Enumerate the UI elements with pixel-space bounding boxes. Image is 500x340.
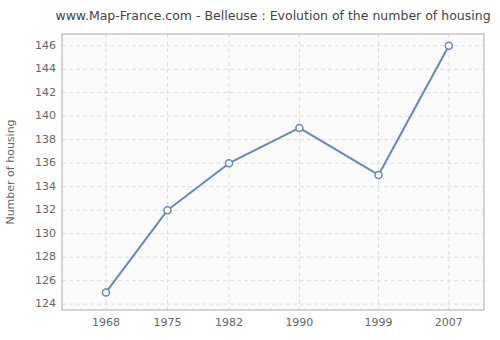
point xyxy=(296,124,303,131)
chart-container: 124 126 128 130 132 134 136 138 140 142 144 146 1968… xyxy=(0,0,500,340)
grid-line xyxy=(105,34,106,310)
y-tick-label: 144 xyxy=(35,62,56,75)
tick-labels: 124 126 128 130 132 134 136 138 140 142 144 146 1968… xyxy=(35,39,463,329)
x-tick-label: 1982 xyxy=(215,316,243,329)
grid-line xyxy=(62,304,484,305)
y-tick-label: 140 xyxy=(35,109,56,122)
point xyxy=(226,160,233,167)
y-tick-label: 138 xyxy=(35,133,56,146)
grid-line xyxy=(62,210,484,211)
y-axis-label: Number of housing xyxy=(4,119,17,224)
grid-line xyxy=(299,34,300,310)
grid-line xyxy=(62,257,484,258)
point xyxy=(102,289,109,296)
y-tick-label: 132 xyxy=(35,203,56,216)
x-tick-label: 1975 xyxy=(154,316,182,329)
grid-line xyxy=(62,163,484,164)
x-tick-label: 1990 xyxy=(285,316,313,329)
series xyxy=(102,42,452,296)
grid-line xyxy=(62,233,484,234)
y-tick-label: 136 xyxy=(35,156,56,169)
chart: 124 126 128 130 132 134 136 138 140 142 144 146 1968… xyxy=(0,0,500,340)
line xyxy=(106,46,449,293)
grid-line xyxy=(62,45,484,46)
x-tick-label: 1999 xyxy=(365,316,393,329)
y-tick-label: 126 xyxy=(35,274,56,287)
x-tick-label: 1968 xyxy=(92,316,120,329)
y-tick-label: 142 xyxy=(35,86,56,99)
grid-line xyxy=(62,69,484,70)
plot-area xyxy=(62,34,484,310)
grid xyxy=(62,34,484,310)
y-tick-label: 130 xyxy=(35,227,56,240)
point xyxy=(445,42,452,49)
grid-line xyxy=(448,34,449,310)
y-tick-label: 128 xyxy=(35,250,56,263)
point xyxy=(164,207,171,214)
y-tick-label: 134 xyxy=(35,180,56,193)
x-tick-label: 2007 xyxy=(435,316,463,329)
y-tick-label: 124 xyxy=(35,297,56,310)
grid-line xyxy=(62,92,484,93)
point xyxy=(375,171,382,178)
title: www.Map-France.com - Belleuse : Evolutio… xyxy=(55,8,490,23)
grid-line xyxy=(167,34,168,310)
grid-line xyxy=(62,186,484,187)
grid-line xyxy=(62,116,484,117)
y-tick-label: 146 xyxy=(35,39,56,52)
plot-frame xyxy=(62,34,484,310)
grid-line xyxy=(229,34,230,310)
grid-line xyxy=(62,280,484,281)
